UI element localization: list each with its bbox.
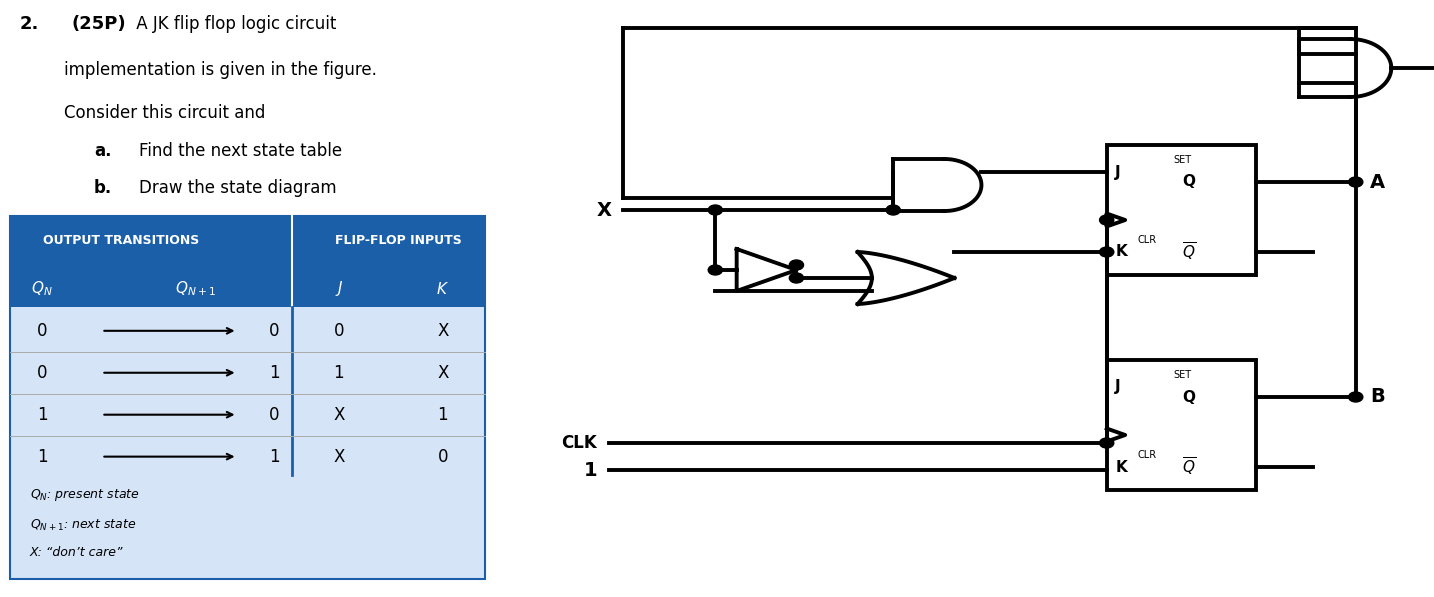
Text: 1: 1: [437, 406, 447, 424]
Text: B: B: [1369, 387, 1385, 407]
Text: CLR: CLR: [1139, 450, 1157, 460]
Circle shape: [1348, 392, 1362, 402]
Text: 0: 0: [334, 322, 344, 340]
Text: 1: 1: [270, 448, 280, 466]
Text: a.: a.: [95, 142, 112, 160]
Circle shape: [1100, 438, 1114, 448]
Text: 1: 1: [37, 406, 47, 424]
Text: K: K: [1116, 460, 1127, 475]
Circle shape: [1100, 215, 1114, 225]
Text: b.: b.: [95, 179, 112, 197]
Circle shape: [886, 205, 901, 215]
Text: Consider this circuit and: Consider this circuit and: [65, 104, 265, 122]
Text: $Q_{N+1}$: $Q_{N+1}$: [175, 279, 217, 298]
Text: CLK: CLK: [562, 434, 597, 452]
Circle shape: [1348, 177, 1362, 187]
Text: 0: 0: [37, 322, 47, 340]
Text: implementation is given in the figure.: implementation is given in the figure.: [65, 61, 377, 79]
Bar: [1107, 360, 1256, 490]
Text: A JK flip flop logic circuit: A JK flip flop logic circuit: [130, 15, 337, 33]
Text: X: X: [437, 322, 449, 340]
Text: Find the next state table: Find the next state table: [139, 142, 341, 160]
Text: 1: 1: [334, 364, 344, 381]
Text: X: X: [333, 448, 344, 466]
Text: A: A: [1369, 173, 1385, 192]
Text: $K$: $K$: [436, 281, 449, 297]
Text: $J$: $J$: [334, 279, 343, 298]
Text: J: J: [1116, 380, 1121, 395]
Text: 1: 1: [584, 460, 597, 479]
Text: X: X: [333, 406, 344, 424]
Text: Draw the state diagram: Draw the state diagram: [139, 179, 336, 197]
Circle shape: [789, 273, 803, 283]
Text: 1: 1: [270, 364, 280, 381]
Text: SET: SET: [1173, 370, 1192, 380]
Circle shape: [708, 205, 723, 215]
Text: X: X: [597, 201, 611, 220]
Text: FLIP-FLOP INPUTS: FLIP-FLOP INPUTS: [336, 234, 462, 247]
Circle shape: [708, 265, 723, 275]
Text: OUTPUT TRANSITIONS: OUTPUT TRANSITIONS: [43, 234, 199, 247]
Text: CLR: CLR: [1139, 235, 1157, 245]
Text: $Q_N$: present state: $Q_N$: present state: [30, 487, 139, 503]
Circle shape: [1100, 247, 1114, 257]
Text: X: X: [437, 364, 449, 381]
FancyBboxPatch shape: [10, 216, 485, 579]
Text: X: “don’t care”: X: “don’t care”: [30, 546, 123, 559]
Text: 1: 1: [37, 448, 47, 466]
Text: $\overline{Q}$: $\overline{Q}$: [1182, 456, 1196, 478]
Text: Q: Q: [1182, 389, 1195, 405]
Text: K: K: [1116, 245, 1127, 260]
Text: 0: 0: [270, 406, 280, 424]
Text: Q: Q: [1182, 174, 1195, 189]
Text: 0: 0: [270, 322, 280, 340]
Text: $\overline{Q}$: $\overline{Q}$: [1182, 241, 1196, 263]
Text: $Q_{N+1}$: next state: $Q_{N+1}$: next state: [30, 518, 136, 533]
Text: 0: 0: [37, 364, 47, 381]
Text: (25P): (25P): [72, 15, 126, 33]
Text: 2.: 2.: [20, 15, 39, 33]
Text: 0: 0: [437, 448, 447, 466]
Circle shape: [789, 260, 803, 270]
Bar: [1107, 145, 1256, 275]
Text: SET: SET: [1173, 155, 1192, 165]
Text: J: J: [1116, 165, 1121, 180]
FancyBboxPatch shape: [10, 216, 485, 307]
Text: $Q_N$: $Q_N$: [32, 279, 53, 298]
